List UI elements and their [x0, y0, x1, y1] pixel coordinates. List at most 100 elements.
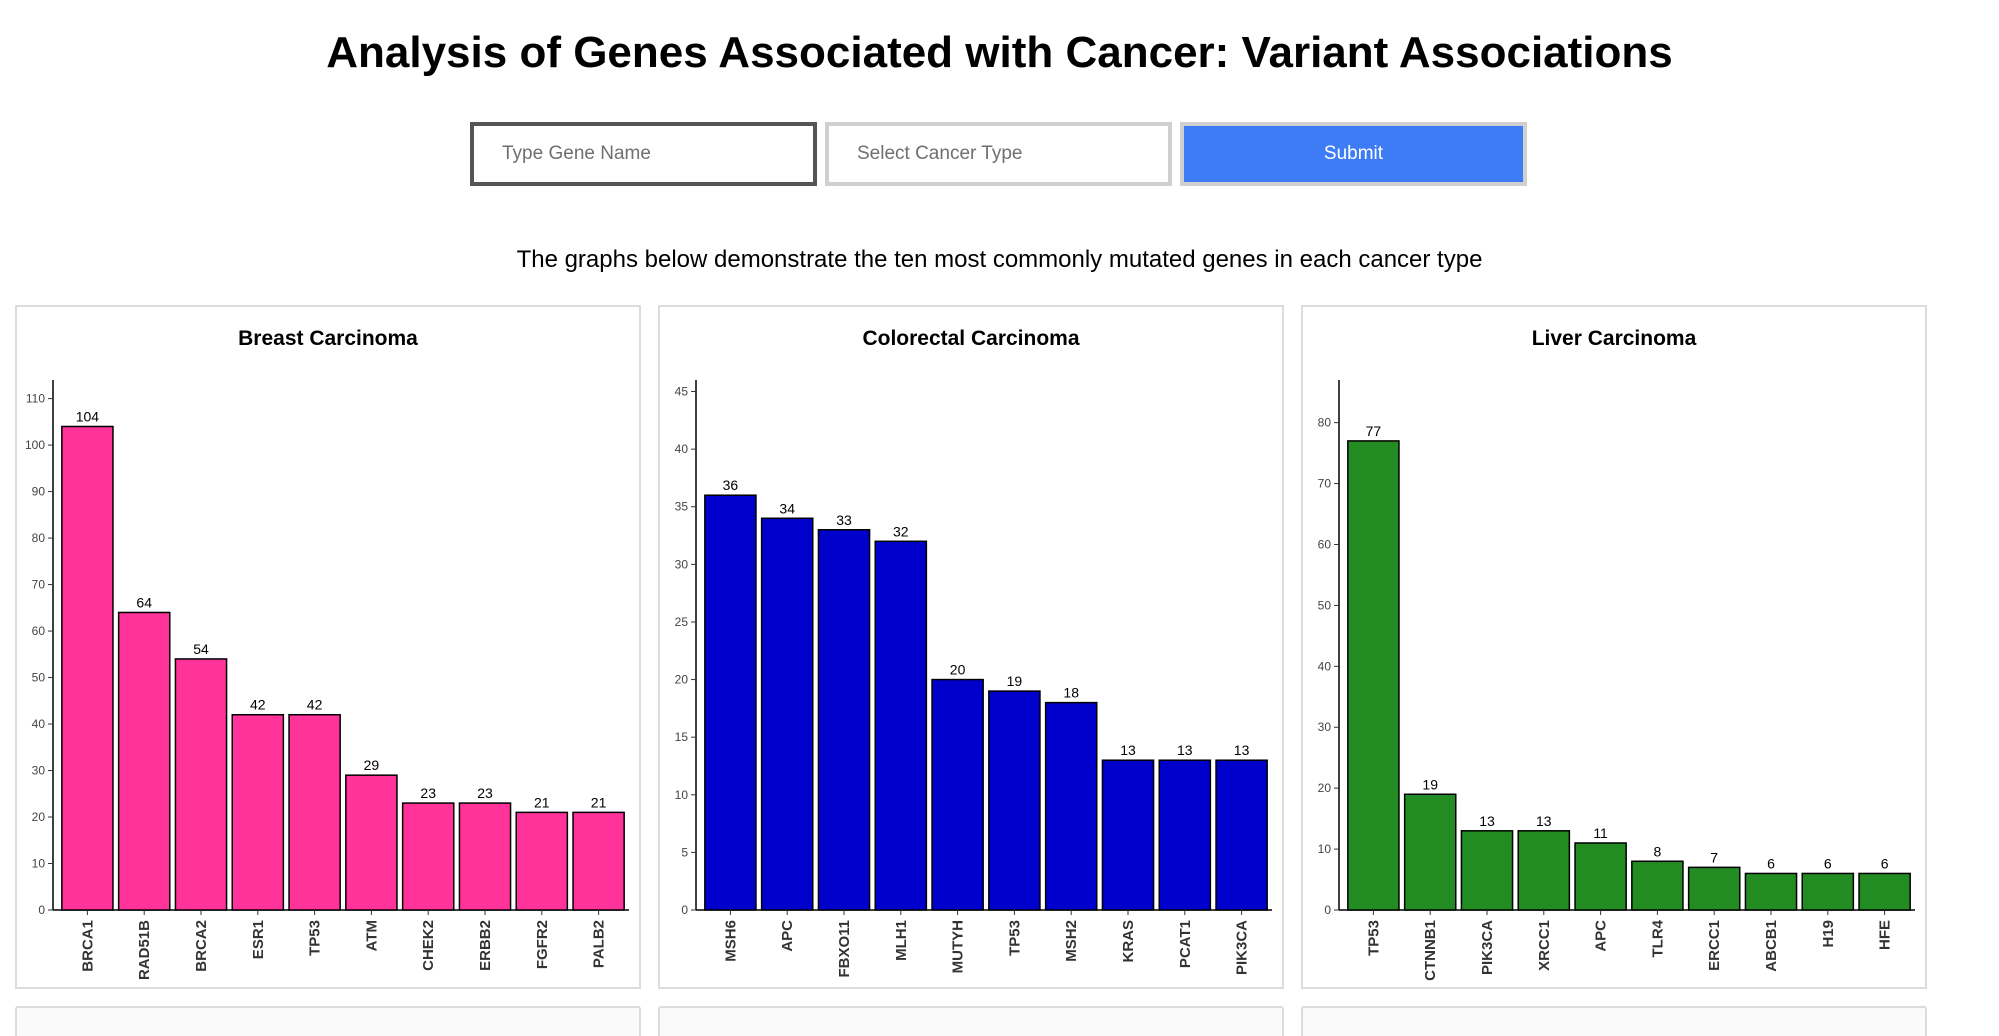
y-tick-label: 0: [38, 903, 45, 917]
y-tick-label: 50: [32, 671, 46, 685]
y-tick-label: 0: [681, 903, 688, 917]
y-tick-label: 60: [1318, 537, 1332, 551]
x-tick-label: HFE: [1877, 920, 1894, 950]
x-tick-label: ABCB1: [1763, 920, 1780, 972]
chart-title: Breast Carcinoma: [238, 327, 418, 350]
y-tick-label: 10: [1318, 842, 1332, 856]
y-tick-label: 60: [32, 624, 46, 638]
x-tick-label: APC: [1593, 920, 1610, 952]
y-tick-label: 40: [675, 442, 689, 456]
bar: [874, 540, 928, 911]
x-tick-label: TLR4: [1649, 919, 1666, 957]
data-label: 32: [893, 523, 909, 539]
bar: [1158, 759, 1212, 911]
x-tick-label: PCAT1: [1177, 920, 1194, 968]
data-label: 42: [250, 697, 266, 713]
x-tick-label: ATM: [363, 920, 380, 951]
bar: [1858, 872, 1911, 911]
y-tick-label: 70: [1318, 477, 1332, 491]
x-tick-label: CHEK2: [420, 920, 437, 971]
data-label: 13: [1234, 742, 1250, 758]
x-tick-label: ERCC1: [1706, 920, 1723, 971]
data-label: 6: [1824, 855, 1832, 871]
y-tick-label: 30: [675, 557, 689, 571]
data-label: 23: [477, 785, 493, 801]
x-tick-label: PIK3CA: [1479, 920, 1496, 975]
x-tick-label: PALB2: [591, 920, 608, 968]
chart-panel-stub: [1301, 1006, 1927, 1036]
x-tick-label: MLH1: [893, 920, 910, 961]
search-controls: Select Cancer Type Submit: [470, 122, 1530, 186]
bar: [704, 494, 757, 911]
y-tick-label: 90: [32, 485, 46, 499]
x-tick-label: CTNNB1: [1422, 920, 1439, 981]
data-label: 23: [420, 785, 436, 801]
bar: [345, 774, 398, 911]
data-label: 20: [950, 662, 966, 678]
submit-button[interactable]: Submit: [1180, 122, 1527, 186]
data-label: 7: [1710, 849, 1718, 865]
x-tick-label: BRCA2: [193, 920, 210, 972]
bar: [1687, 866, 1741, 911]
x-tick-label: TP53: [307, 920, 324, 956]
bar: [1460, 830, 1514, 911]
data-label: 19: [1422, 776, 1438, 792]
bar: [1347, 440, 1400, 911]
data-label: 104: [76, 408, 100, 424]
page-title: Analysis of Genes Associated with Cancer…: [326, 28, 1673, 77]
y-tick-label: 5: [681, 845, 688, 859]
submit-label: Submit: [1323, 143, 1384, 164]
x-tick-label: APC: [779, 920, 796, 952]
bar: [458, 802, 512, 911]
bar: [1574, 842, 1627, 911]
bar: [1801, 872, 1855, 911]
x-tick-label: FBXO11: [836, 920, 853, 978]
chart-panel-breast: Breast Carcinoma 0 10 20 30 40 50 60 70 80 90 100 1…: [15, 305, 641, 989]
x-tick-label: BRCA1: [79, 920, 96, 972]
data-label: 8: [1654, 843, 1662, 859]
x-tick-label: PIK3CA: [1234, 920, 1251, 975]
bar: [1517, 830, 1571, 911]
bar: [174, 658, 228, 911]
bar: [231, 713, 285, 911]
cancer-type-select[interactable]: Select Cancer Type: [825, 122, 1172, 186]
y-tick-label: 45: [675, 385, 689, 399]
data-label: 64: [136, 594, 152, 610]
y-tick-label: 20: [1318, 781, 1332, 795]
data-label: 6: [1881, 855, 1889, 871]
chart-title: Liver Carcinoma: [1531, 327, 1697, 350]
x-tick-label: MSH2: [1063, 920, 1080, 962]
y-tick-label: 100: [25, 438, 45, 452]
gene-name-input[interactable]: [470, 122, 817, 186]
data-label: 19: [1007, 673, 1023, 689]
bar: [61, 425, 114, 911]
x-tick-label: FGFR2: [534, 920, 551, 969]
cancer-type-placeholder: Select Cancer Type: [857, 143, 1023, 164]
data-label: 13: [1536, 813, 1552, 829]
data-label: 33: [836, 512, 852, 528]
chart-panel-liver: Liver Carcinoma 0 10 20 30 40 50 60 70 80 77 TP53 1…: [1301, 305, 1927, 989]
bar: [117, 611, 171, 911]
x-tick-label: KRAS: [1120, 920, 1137, 963]
data-label: 21: [534, 794, 550, 810]
y-tick-label: 80: [32, 531, 46, 545]
y-tick-label: 35: [675, 500, 689, 514]
bar: [288, 713, 341, 911]
x-tick-label: RAD51B: [136, 920, 153, 980]
data-label: 6: [1767, 855, 1775, 871]
bar: [817, 529, 871, 911]
y-tick-label: 0: [1324, 903, 1331, 917]
data-label: 77: [1366, 423, 1382, 439]
chart-panel-stub: [15, 1006, 641, 1036]
data-label: 21: [591, 794, 607, 810]
page-subtitle: The graphs below demonstrate the ten mos…: [516, 246, 1483, 273]
y-tick-label: 30: [32, 764, 46, 778]
x-tick-label: H19: [1820, 920, 1837, 948]
chart-panel-stub: [658, 1006, 1284, 1036]
bar: [1631, 860, 1684, 911]
bar: [1101, 759, 1155, 911]
chart-panel-colorectal: Colorectal Carcinoma 0 5 10 15 20 25 30 35 40 45 3…: [658, 305, 1284, 989]
bar-chart-breast: 0 10 20 30 40 50 60 70 80 90 100 110 104 BRCA1 64 RAD51…: [25, 380, 629, 980]
y-tick-label: 20: [32, 810, 46, 824]
x-tick-label: MSH6: [722, 920, 739, 962]
